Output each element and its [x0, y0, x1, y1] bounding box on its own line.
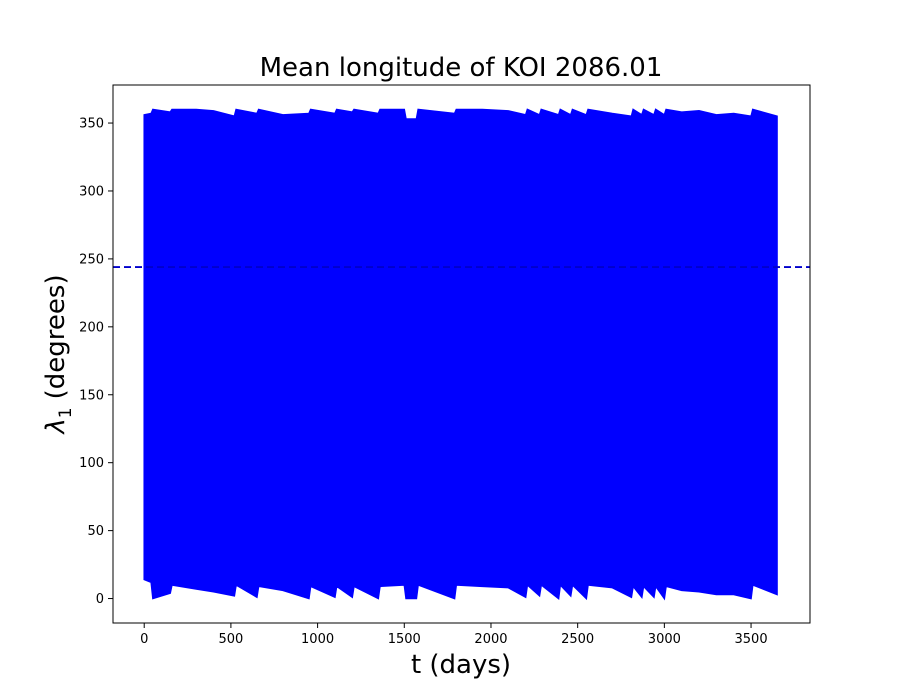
mean-longitude-oscillation [143, 116, 152, 579]
x-tick-label: 1000 [301, 632, 334, 647]
y-tick-label: 250 [79, 252, 104, 267]
y-axis-label-subscript: 1 [56, 407, 76, 418]
x-tick-label: 1500 [388, 632, 421, 647]
x-tick-label: 2500 [561, 632, 594, 647]
y-axis-label-text: (degrees) [41, 274, 71, 399]
mean-longitude-series [143, 108, 778, 601]
y-tick-label: 0 [96, 592, 104, 607]
y-tick-label: 350 [79, 117, 104, 132]
x-axis-ticks: 0 500 1000 1500 2000 2500 3000 3500 [140, 623, 768, 647]
chart-title: Mean longitude of KOI 2086.01 [260, 53, 663, 83]
y-tick-label: 150 [79, 388, 104, 403]
y-tick-label: 50 [87, 524, 104, 539]
y-axis-label-symbol: λ [41, 418, 71, 435]
y-tick-label: 100 [79, 456, 104, 471]
y-tick-label: 300 [79, 184, 104, 199]
y-axis-label: λ1 (degrees) [41, 274, 76, 435]
x-tick-label: 2000 [474, 632, 507, 647]
x-axis-label: t (days) [411, 650, 511, 680]
axes-frame [112, 84, 811, 624]
x-tick-label: 3500 [735, 632, 768, 647]
oscillation-trace [143, 116, 152, 579]
y-axis-ticks: 0 50 100 150 200 250 300 350 [79, 117, 113, 607]
x-tick-label: 500 [218, 632, 243, 647]
x-tick-label: 0 [140, 632, 148, 647]
x-tick-label: 3000 [648, 632, 681, 647]
plot-area [113, 108, 810, 601]
y-tick-label: 200 [79, 320, 104, 335]
